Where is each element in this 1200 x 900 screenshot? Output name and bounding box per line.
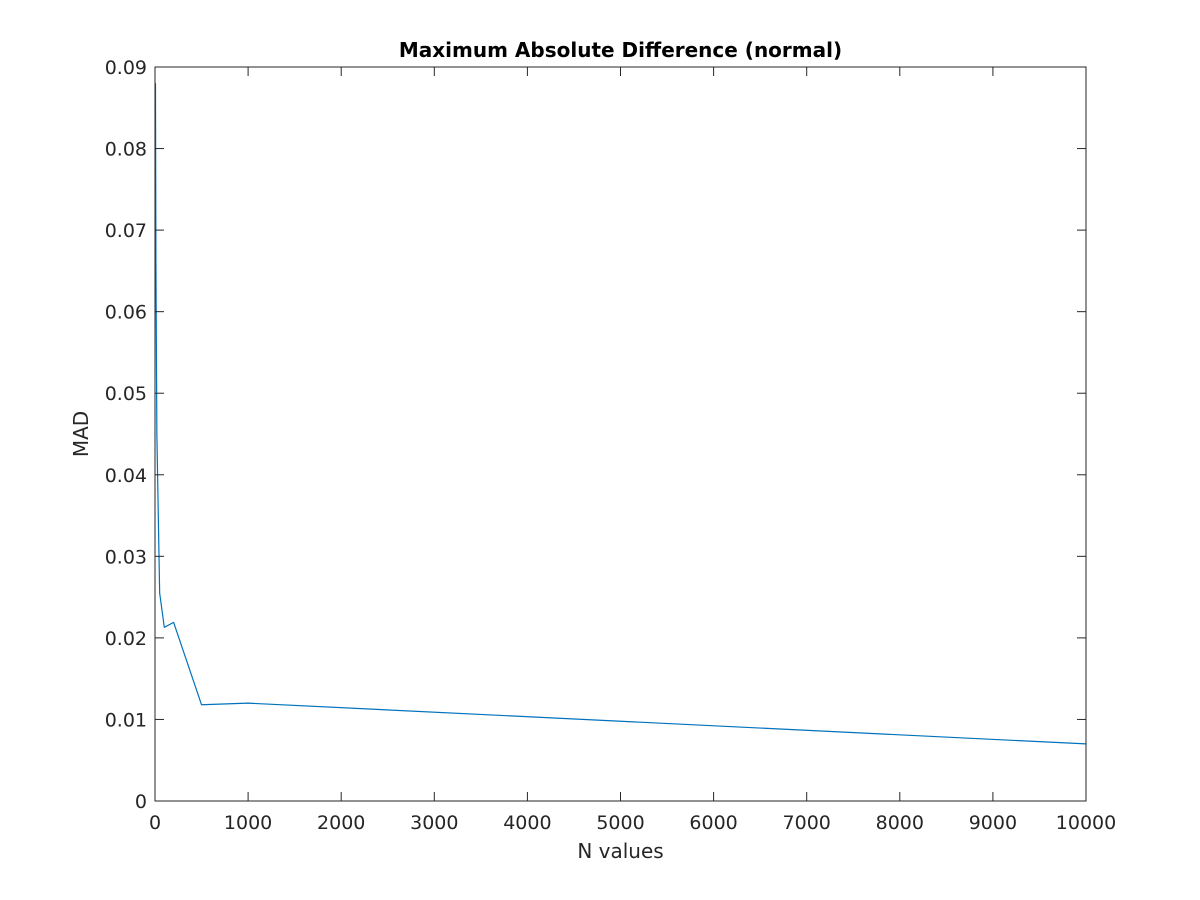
y-tick-label: 0.03 xyxy=(105,546,147,568)
y-tick-label: 0.09 xyxy=(105,57,147,79)
x-tick-label: 1000 xyxy=(224,812,272,834)
x-tick-label: 2000 xyxy=(317,812,365,834)
x-tick-label: 6000 xyxy=(689,812,737,834)
y-tick-label: 0.02 xyxy=(105,628,147,650)
x-tick-label: 5000 xyxy=(596,812,644,834)
y-tick-label: 0.07 xyxy=(105,220,147,242)
x-tick-label: 7000 xyxy=(783,812,831,834)
x-tick-label: 0 xyxy=(149,812,161,834)
x-tick-label: 10000 xyxy=(1056,812,1116,834)
y-tick-label: 0.08 xyxy=(105,139,147,161)
x-tick-label: 9000 xyxy=(969,812,1017,834)
series-line xyxy=(154,83,1087,745)
x-axis-label: N values xyxy=(577,839,663,863)
y-tick-label: 0.01 xyxy=(105,709,147,731)
x-tick-label: 3000 xyxy=(410,812,458,834)
y-axis-label: MAD xyxy=(69,411,93,457)
y-tick-label: 0 xyxy=(135,791,147,813)
x-axis-ticks: 0 1000 2000 3000 4000 5000 6000 7000 8000 9000 100… xyxy=(149,67,1116,834)
x-tick-label: 4000 xyxy=(503,812,551,834)
data-series xyxy=(154,83,1087,745)
y-tick-label: 0.04 xyxy=(105,465,147,487)
y-tick-label: 0.06 xyxy=(105,302,147,324)
y-tick-label: 0.05 xyxy=(105,383,147,405)
x-tick-label: 8000 xyxy=(876,812,924,834)
y-axis-ticks: 0 0.01 0.02 0.03 0.04 0.05 0.06 0.07 0.08 0.09 xyxy=(105,57,1086,813)
chart-title: Maximum Absolute Difference (normal) xyxy=(399,38,842,62)
plot-area xyxy=(155,67,1086,801)
